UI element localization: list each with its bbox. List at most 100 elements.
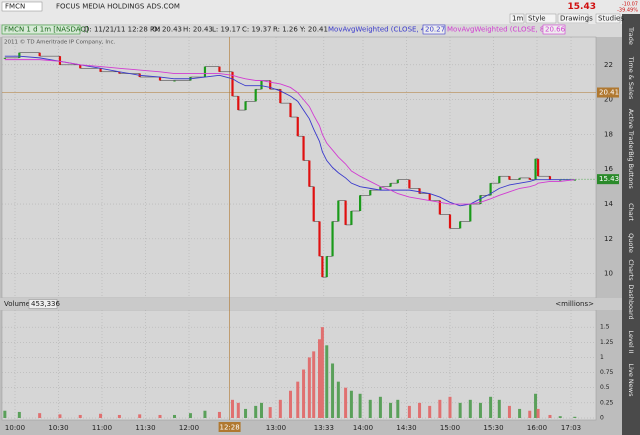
volume-bar	[478, 402, 482, 418]
sidebar-tab[interactable]: Time & Sales	[627, 56, 635, 100]
y-tick-label: 1.25	[600, 339, 614, 346]
y-tick-label: 1.5	[600, 324, 610, 331]
symbol: FMCN	[5, 3, 25, 11]
volume-bar	[307, 357, 311, 418]
sidebar-tab[interactable]: Level II	[627, 330, 635, 353]
study-field: C: 19.37	[242, 26, 272, 34]
series-box	[1, 24, 81, 35]
volume-bar	[378, 396, 382, 418]
volume-bar	[518, 408, 522, 418]
volume-bar	[99, 413, 103, 418]
sidebar-tab-label: Time & Sales	[627, 56, 635, 100]
toolbar-button[interactable]	[557, 13, 589, 24]
volume-bar	[296, 381, 300, 418]
volume-bar	[302, 369, 306, 418]
study-field: O: 20.43	[152, 26, 182, 34]
volume-bar	[289, 390, 292, 418]
y-tick-label: 0.75	[600, 369, 614, 376]
volume-bar	[428, 405, 432, 418]
study-field: L: 19.17	[212, 26, 241, 34]
volume-bar	[331, 363, 335, 418]
sidebar-tab-label: Dashboard	[627, 284, 635, 319]
sidebar-tab-label: Charts	[627, 259, 635, 281]
sidebar-tab[interactable]: Big Buttons	[627, 151, 635, 189]
sidebar-tab-label: Live News	[627, 364, 635, 398]
study-field: D: 11/21/11 12:28 PM	[84, 26, 160, 34]
volume-bar	[497, 399, 501, 418]
volume-bar	[117, 414, 121, 418]
volume-bar	[458, 402, 462, 418]
sidebar-tab-label: Trade	[627, 26, 635, 45]
volume-bar	[438, 399, 442, 418]
price-panel	[1, 36, 597, 299]
y-tick-label: 0.5	[600, 384, 610, 391]
study-field: H: 20.43	[183, 26, 213, 34]
sidebar-tab[interactable]: Chart	[627, 203, 635, 221]
x-tick-label: 17:03	[561, 424, 581, 432]
sidebar-tab-label: Chart	[627, 203, 635, 221]
legend-value-box	[422, 24, 446, 35]
y-tick-label: 1	[600, 354, 604, 361]
copyright: 2011 © TD Ameritrade IP Company, Inc.	[4, 39, 116, 46]
volume-bar	[173, 414, 176, 418]
sidebar-tab-label: Level II	[627, 330, 635, 353]
study-header-bg	[0, 24, 622, 37]
series-name: FMCN 1 d 1m [NASDAQ]	[4, 26, 89, 34]
volume-value-box	[28, 299, 58, 309]
toolbar-button[interactable]	[525, 13, 557, 24]
volume-plot	[3, 327, 577, 418]
legend-value: 20.27	[425, 26, 445, 34]
sidebar-tab-label: Quote	[627, 233, 635, 253]
toolbar-label: Drawings	[560, 15, 593, 23]
y-tick-label: 16	[604, 165, 613, 173]
moving-average	[4, 55, 575, 207]
x-tick-label: 11:00	[92, 424, 112, 432]
study-field: Y: 20.41	[299, 26, 328, 34]
x-tick-label: 13:00	[266, 424, 286, 432]
cursor-label: 12:28	[220, 424, 240, 432]
y-tick-label: 0.25	[600, 399, 614, 406]
company: FOCUS MEDIA HOLDINGS ADS.COM	[56, 3, 180, 11]
x-tick-label: 12:00	[179, 424, 199, 432]
symbol-box[interactable]	[1, 1, 43, 12]
volume-bar	[396, 399, 400, 418]
sidebar-tab-label: Active Trader	[627, 109, 635, 152]
volume-bar	[389, 402, 393, 418]
sidebar-tab[interactable]: Live News	[627, 364, 635, 398]
sidebar-tab[interactable]: Active Trader	[627, 109, 635, 152]
hline-box	[597, 87, 619, 98]
moving-average	[4, 59, 575, 205]
toolbar-button[interactable]	[595, 13, 621, 24]
volume-bar	[268, 407, 272, 418]
change: -10.07	[622, 2, 638, 8]
legend-value-box	[542, 24, 566, 35]
x-tick-label: 15:30	[483, 424, 503, 432]
volume-bar	[260, 402, 263, 418]
volume-bar	[349, 390, 353, 418]
y-tick-label: 18	[604, 130, 613, 138]
volume-bar	[188, 413, 192, 418]
x-tick-label: 15:00	[440, 424, 460, 432]
volume-bar	[217, 411, 221, 418]
sidebar-tab[interactable]: Dashboard	[627, 284, 635, 319]
volume-bar	[312, 351, 316, 418]
sidebar-tab[interactable]: Charts	[627, 259, 635, 281]
volume-title: Volume	[4, 300, 30, 308]
volume-bar	[536, 408, 540, 418]
x-tick-label: 14:00	[353, 424, 373, 432]
volume-bar	[344, 387, 348, 418]
volume-bar	[203, 410, 207, 418]
x-tick-label: 10:00	[5, 424, 25, 432]
volume-bar	[548, 414, 552, 418]
volume-header-bg	[0, 298, 622, 310]
volume-bar	[573, 416, 577, 418]
volume-bar	[418, 402, 422, 418]
sidebar-tab[interactable]: Quote	[627, 233, 635, 253]
toolbar-button[interactable]	[509, 13, 525, 24]
sidebar-tab[interactable]: Trade	[627, 26, 635, 45]
volume-bar	[507, 405, 511, 418]
volume-unit: <millions>	[555, 300, 594, 308]
volume-bar	[17, 411, 21, 418]
volume-bar	[534, 393, 538, 418]
legend-value: 20.66	[545, 26, 566, 34]
